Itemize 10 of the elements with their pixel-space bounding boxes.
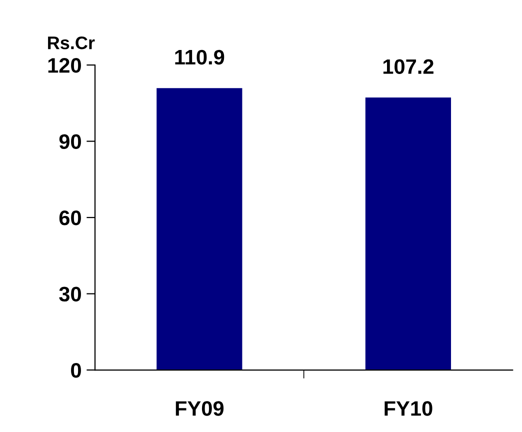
data-label: 107.2 (383, 59, 434, 74)
data-label: 110.9 (175, 50, 224, 65)
y-tick-label: 30 (59, 286, 81, 302)
y-tick-label: 0 (71, 363, 81, 378)
y-tick-label: 120 (48, 58, 81, 73)
y-tick-label: 60 (59, 210, 81, 226)
x-tick-label: FY09 (176, 401, 224, 416)
y-axis-title: Rs.Cr (48, 36, 95, 50)
x-tick-label: FY10 (384, 401, 432, 416)
y-tick-label: 90 (59, 134, 81, 150)
